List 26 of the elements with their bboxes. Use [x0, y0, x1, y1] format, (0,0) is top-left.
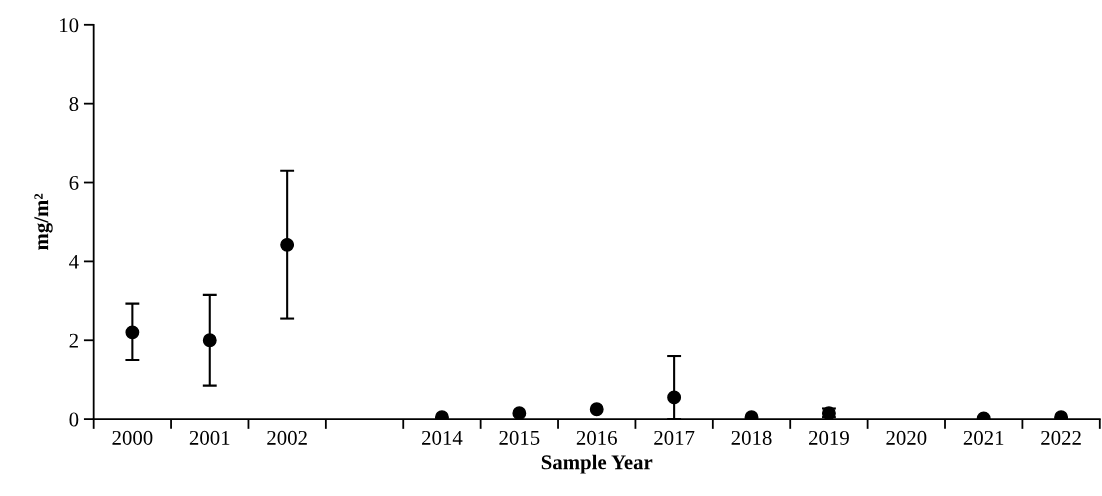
- x-tick-label: 2016: [576, 430, 617, 445]
- point: [667, 390, 682, 405]
- y-tick-label: 8: [69, 97, 79, 112]
- y-tick-label: 6: [69, 175, 79, 190]
- x-axis-title: Sample Year: [541, 454, 653, 474]
- x-tick-label: 2000: [112, 430, 153, 445]
- y-tick-label: 10: [60, 18, 79, 33]
- y-tick-label: 2: [69, 333, 78, 348]
- point: [512, 406, 527, 420]
- x-tick-label: 2018: [731, 430, 772, 445]
- x-tick-label: 2017: [654, 430, 695, 445]
- x-tick-label: 2015: [499, 430, 540, 445]
- point: [280, 237, 295, 252]
- x-tick-label: 2021: [963, 430, 1004, 445]
- x-tick-label: 2002: [267, 430, 307, 445]
- point: [202, 333, 217, 348]
- y-tick-label: 0: [69, 412, 79, 427]
- x-tick-label: 2020: [886, 430, 927, 445]
- point: [589, 402, 604, 417]
- point: [125, 325, 140, 340]
- y-tick-label: 4: [69, 254, 79, 269]
- x-tick-label: 2019: [809, 430, 849, 445]
- x-tick-label: 2022: [1041, 430, 1081, 445]
- y-axis-title: mg/m²: [34, 193, 53, 250]
- x-tick-label: 2001: [189, 430, 230, 445]
- x-tick-label: 2014: [422, 430, 463, 445]
